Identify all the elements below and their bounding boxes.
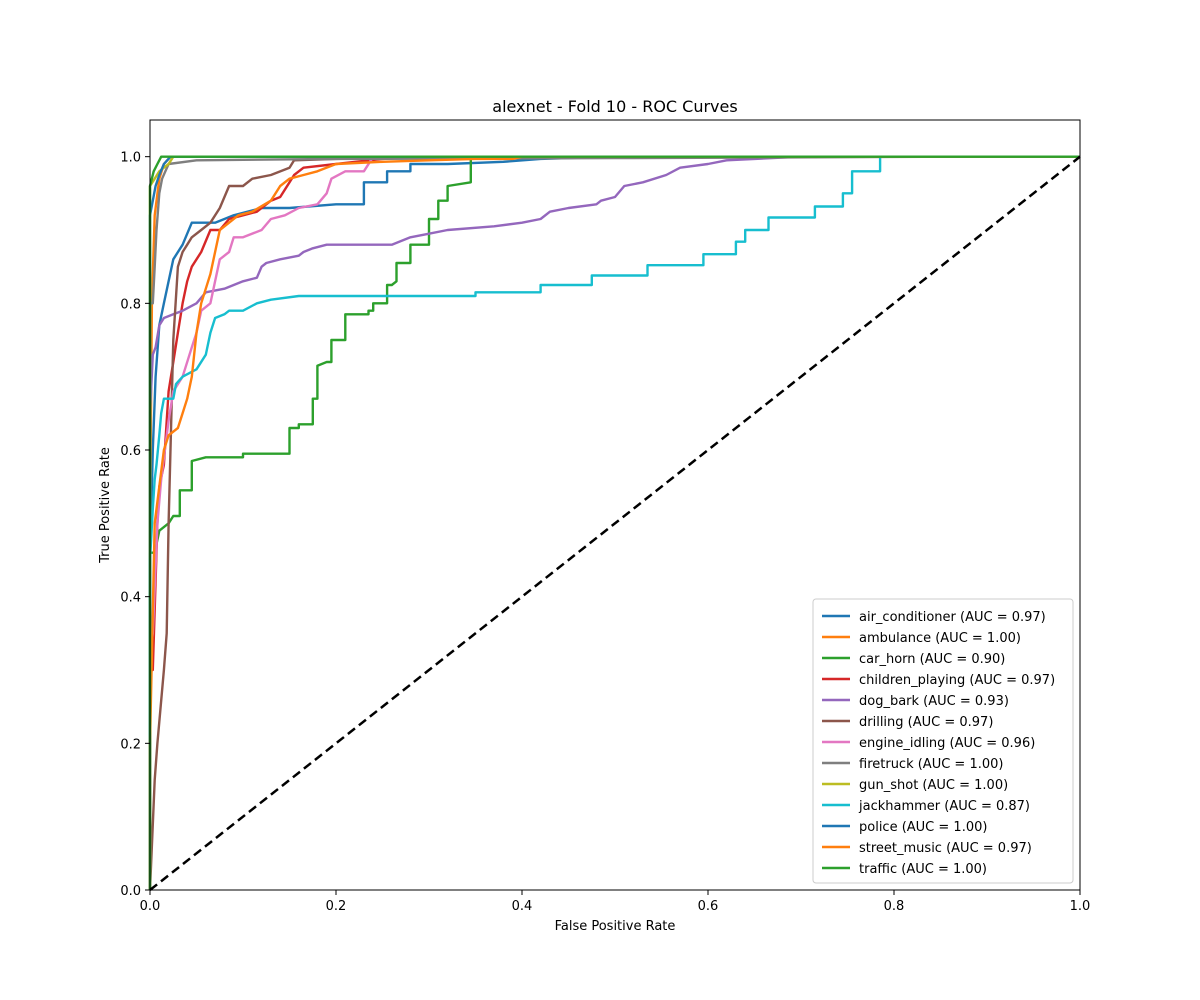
- y-tick-label: 1.0: [120, 151, 141, 166]
- reference-diagonal-line: [149, 155, 1081, 891]
- legend-label-street-music: street_music (AUC = 0.97): [859, 841, 1032, 856]
- x-axis-title: False Positive Rate: [555, 919, 676, 934]
- legend-label-engine-idling: engine_idling (AUC = 0.96): [859, 736, 1035, 751]
- series-line-jackhammer: [148, 155, 1080, 890]
- legend-label-children-playing: children_playing (AUC = 0.97): [859, 673, 1055, 688]
- legend-label-air-conditioner: air_conditioner (AUC = 0.97): [859, 610, 1046, 625]
- y-axis: 0.0 0.2 0.4 0.6 0.8 1.0: [120, 151, 150, 899]
- x-tick-label: 0.8: [884, 899, 905, 914]
- plot-frame: [149, 119, 1081, 891]
- legend-label-jackhammer: jackhammer (AUC = 0.87): [858, 799, 1030, 814]
- chart-title: alexnet - Fold 10 - ROC Curves: [492, 97, 737, 116]
- legend-label-police: police (AUC = 1.00): [859, 820, 987, 835]
- series-line-air-conditioner: [148, 155, 1080, 890]
- x-tick-label: 0.2: [326, 899, 347, 914]
- y-tick-label: 0.4: [120, 591, 141, 606]
- legend-label-ambulance: ambulance (AUC = 1.00): [859, 631, 1021, 646]
- y-tick-label: 0.0: [120, 884, 141, 899]
- legend-label-car-horn: car_horn (AUC = 0.90): [859, 652, 1005, 667]
- series-line-firetruck: [148, 155, 1080, 890]
- x-tick-label: 0.0: [140, 899, 161, 914]
- x-tick-label: 0.4: [512, 899, 533, 914]
- x-axis: 0.0 0.2 0.4 0.6 0.8 1.0: [140, 890, 1091, 914]
- y-tick-label: 0.8: [120, 297, 141, 312]
- legend-box: [812, 598, 1074, 884]
- x-tick-label: 0.6: [698, 899, 719, 914]
- series-line-drilling: [148, 155, 1080, 891]
- legend-label-drilling: drilling (AUC = 0.97): [859, 715, 993, 730]
- y-tick-label: 0.2: [120, 737, 141, 752]
- legend-label-firetruck: firetruck (AUC = 1.00): [859, 757, 1003, 772]
- y-tick-label: 0.6: [120, 444, 141, 459]
- series-line-car-horn: [148, 155, 1080, 890]
- legend-label-dog-bark: dog_bark (AUC = 0.93): [859, 694, 1009, 709]
- legend-label-gun-shot: gun_shot (AUC = 1.00): [859, 778, 1008, 793]
- x-tick-label: 1.0: [1070, 899, 1091, 914]
- legend: air_conditioner (AUC = 0.97) ambulance (A…: [812, 598, 1074, 884]
- series-line-dog-bark: [148, 155, 1080, 890]
- series-line-street-music: [148, 155, 1080, 890]
- y-axis-title: True Positive Rate: [98, 447, 113, 564]
- legend-label-traffic: traffic (AUC = 1.00): [859, 862, 987, 877]
